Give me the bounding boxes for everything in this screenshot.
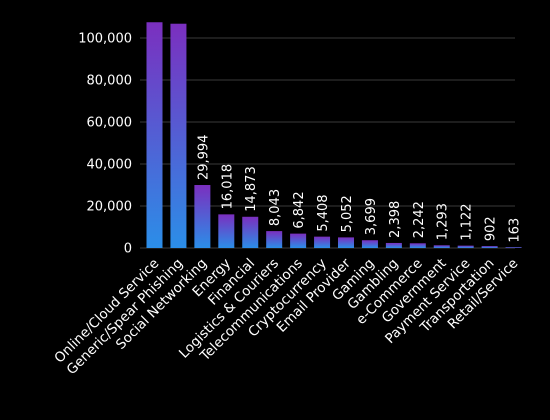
bar [433, 245, 450, 248]
bar [457, 245, 474, 248]
bar [338, 237, 354, 248]
data-label: 2,242 [412, 201, 427, 238]
y-tick-label: 20,000 [87, 200, 133, 215]
data-label: 1,293 [436, 203, 451, 240]
bar [218, 214, 235, 248]
data-label: 8,043 [268, 189, 283, 226]
data-label: 14,873 [244, 166, 259, 212]
data-label: 29,994 [196, 135, 211, 181]
data-label: 3,699 [364, 198, 379, 235]
data-label: 2,398 [388, 201, 403, 238]
bars [146, 22, 522, 248]
data-label: 5,408 [316, 194, 331, 231]
y-tick-label: 60,000 [87, 116, 133, 131]
y-tick-label: 0 [124, 242, 132, 257]
data-label: 5,052 [340, 195, 355, 232]
y-tick-label: 40,000 [87, 158, 133, 173]
bar [194, 185, 211, 248]
bar [290, 233, 307, 248]
bar [409, 243, 426, 248]
data-label: 163 [508, 218, 523, 243]
data-label: 1,122 [460, 203, 475, 240]
data-label: 16,018 [220, 164, 235, 210]
y-tick-label: 100,000 [78, 32, 132, 47]
bar [505, 247, 522, 248]
bar [266, 231, 283, 248]
bar [314, 236, 331, 248]
bar [361, 240, 378, 248]
data-label: 902 [484, 216, 499, 241]
bar [385, 242, 402, 248]
y-axis-ticks: 0 20,000 40,000 60,000 80,000 100,000 [78, 32, 132, 257]
y-tick-label: 80,000 [87, 74, 133, 89]
bar [242, 216, 259, 248]
bar [170, 23, 187, 248]
category-label: Generic/Spear Phishing [64, 256, 187, 379]
data-label: 6,842 [292, 191, 307, 228]
bar [146, 22, 163, 248]
data-labels: 29,994 16,018 14,873 8,043 6,842 5,408 5,052 3,… [196, 135, 522, 243]
bar [481, 246, 498, 248]
